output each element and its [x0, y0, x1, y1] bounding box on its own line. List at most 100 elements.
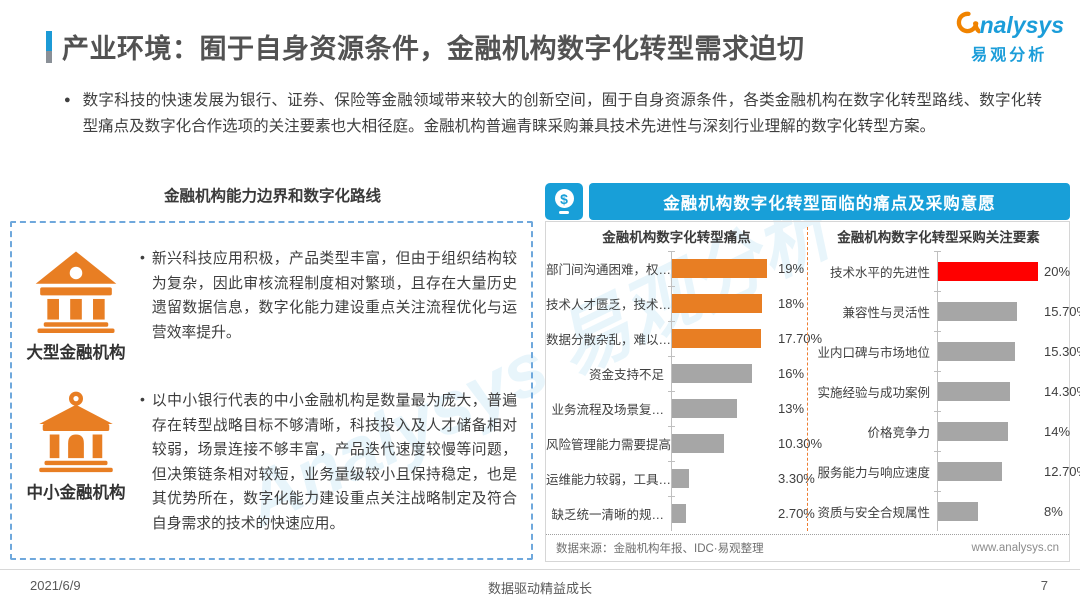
- bank-large-icon: [33, 247, 119, 333]
- bar: [672, 259, 767, 278]
- value-label: 19%: [778, 261, 805, 276]
- footer-divider: [0, 569, 1080, 570]
- value-label: 16%: [778, 366, 805, 381]
- category-label: 资金支持不足: [588, 368, 664, 382]
- bar-track: [934, 251, 1038, 291]
- category-label: 兼容性与灵活性: [842, 305, 930, 320]
- title-accent-bar: [46, 30, 52, 63]
- large-institution-label: 大型金融机构: [26, 344, 126, 362]
- value-label: 18%: [778, 296, 805, 311]
- value-label: 3.30%: [778, 471, 815, 486]
- bar-track: [934, 371, 1038, 411]
- footer-date: 2021/6/9: [30, 578, 81, 593]
- category-label: 业内口碑与市场地位: [817, 345, 930, 360]
- bar-track: [668, 461, 772, 496]
- left-panel-title: 金融机构能力边界和数字化路线: [163, 188, 381, 205]
- category-label: 技术人才匮乏，技术…: [546, 298, 671, 312]
- logo-chinese-text: 易观分析: [971, 47, 1048, 64]
- value-label: 13%: [778, 401, 805, 416]
- chart-row: 兼容性与灵活性 15.70%: [808, 291, 1080, 331]
- value-label: 2.70%: [778, 506, 815, 521]
- chart-row: 部门间沟通困难，权… 19%: [546, 251, 807, 286]
- category-label: 缺乏统一清晰的规…: [551, 508, 664, 522]
- bar-track: [934, 291, 1038, 331]
- chart-row: 运维能力较弱，工具… 3.30%: [546, 461, 815, 496]
- category-label: 数据分散杂乱，难以…: [546, 333, 671, 347]
- bar: [938, 301, 1017, 321]
- bar: [672, 329, 761, 348]
- bullet-icon: •: [140, 391, 145, 407]
- bar: [672, 399, 737, 418]
- category-label: 业务流程及场景复…: [551, 403, 664, 417]
- bar: [938, 421, 1008, 441]
- chart-title: 金融机构数字化转型采购关注要素: [837, 230, 1040, 245]
- chart-row: 风险管理能力需要提高 10.30%: [546, 426, 822, 461]
- logo-wordmark: nalysys: [955, 10, 1064, 40]
- data-source: 数据来源：金融机构年报、IDC·易观整理: [556, 543, 764, 555]
- large-institution-item: 大型金融机构 • 新兴科技应用积极，产品类型丰富，但由于组织结构较为复杂，因此审…: [12, 247, 531, 363]
- small-institution-icon-col: 中小金融机构: [12, 389, 140, 503]
- value-label: 12.70%: [1044, 463, 1080, 479]
- chart-row: 业内口碑与市场地位 15.30%: [808, 331, 1080, 371]
- chart-row: 缺乏统一清晰的规… 2.70%: [546, 496, 815, 531]
- bar: [938, 261, 1038, 281]
- bar-track: [668, 356, 772, 391]
- chart-row: 资金支持不足 16%: [546, 356, 807, 391]
- large-institution-icon-col: 大型金融机构: [12, 247, 140, 363]
- right-panel-title: 金融机构数字化转型面临的痛点及采购意愿: [589, 183, 1070, 220]
- category-label: 技术水平的先进性: [829, 265, 930, 280]
- value-label: 14%: [1044, 423, 1071, 439]
- chart-row: 资质与安全合规属性 8%: [808, 491, 1069, 531]
- value-label: 15.30%: [1044, 343, 1080, 359]
- page-number: 7: [1040, 578, 1048, 593]
- footer-slogan: 数据驱动精益成长: [487, 581, 592, 596]
- chart-row: 价格竞争力 14%: [808, 411, 1071, 451]
- bar: [938, 501, 978, 521]
- charts-row: 金融机构数字化转型痛点 部门间沟通困难，权… 19% 技术人才匮乏，技术… 18% 数据…: [546, 227, 1080, 531]
- value-label: 17.70%: [778, 331, 823, 346]
- purchase-factors-rows: 技术水平的先进性 20% 兼容性与灵活性 15.70% 业内口碑与市场地位 15.30% 实…: [808, 251, 1080, 531]
- intro-paragraph: ● 数字科技的快速发展为银行、证券、保险等金融领域带来较大的创新空间，囿于自身资…: [64, 88, 1042, 140]
- value-label: 14.30%: [1044, 383, 1080, 399]
- bar-track: [668, 286, 772, 321]
- bar: [938, 461, 1002, 481]
- bar-track: [668, 391, 772, 426]
- bar-track: [934, 331, 1038, 371]
- website-link[interactable]: www.analysys.cn: [971, 542, 1059, 554]
- phone-button-icon: [559, 211, 569, 214]
- bar-track: [934, 411, 1038, 451]
- value-label: 15.70%: [1044, 303, 1080, 319]
- bar-track: [668, 496, 772, 531]
- bar: [672, 294, 762, 313]
- page-title: 产业环境：囿于自身资源条件，金融机构数字化转型需求迫切: [62, 34, 805, 64]
- chart-row: 数据分散杂乱，难以… 17.70%: [546, 321, 822, 356]
- chart-title: 金融机构数字化转型痛点: [602, 230, 751, 245]
- bar-track: [668, 426, 772, 461]
- bar-track: [934, 451, 1038, 491]
- chart-row: 技术人才匮乏，技术… 18%: [546, 286, 807, 321]
- logo-text: nalysys: [979, 11, 1064, 38]
- category-label: 部门间沟通困难，权…: [546, 263, 671, 277]
- category-label: 资质与安全合规属性: [817, 505, 930, 520]
- bullet-icon: ●: [64, 94, 71, 106]
- mobile-payment-icon: $: [545, 183, 583, 220]
- page-footer: 2021/6/9 数据驱动精益成长 7: [0, 578, 1080, 604]
- header: 产业环境：囿于自身资源条件，金融机构数字化转型需求迫切: [46, 27, 930, 66]
- category-label: 价格竞争力: [867, 425, 930, 440]
- bank-small-icon: [34, 389, 118, 473]
- intro-text: 数字科技的快速发展为银行、证券、保险等金融领域带来较大的创新空间，囿于自身资源条…: [82, 92, 1042, 135]
- chart-footer: 数据来源：金融机构年报、IDC·易观整理 www.analysys.cn: [546, 534, 1069, 561]
- pain-points-chart: 金融机构数字化转型痛点 部门间沟通困难，权… 19% 技术人才匮乏，技术… 18% 数据…: [546, 227, 822, 531]
- dollar-coin-icon: $: [554, 189, 574, 208]
- bar-track: [668, 251, 772, 286]
- category-label: 运维能力较弱，工具…: [546, 473, 671, 487]
- right-panel-header: $ 金融机构数字化转型面临的痛点及采购意愿: [545, 183, 1070, 220]
- analysys-logo: nalysys 易观分析: [955, 10, 1064, 65]
- bar: [938, 341, 1015, 361]
- bar-track: [668, 321, 772, 356]
- bar: [672, 364, 752, 383]
- bar: [938, 381, 1010, 401]
- chart-row: 实施经验与成功案例 14.30%: [808, 371, 1080, 411]
- small-institution-text: • 以中小银行代表的中小金融机构是数量最为庞大，普遍存在转型战略目标不够清晰，科…: [140, 389, 531, 536]
- small-institution-item: 中小金融机构 • 以中小银行代表的中小金融机构是数量最为庞大，普遍存在转型战略目…: [12, 389, 531, 536]
